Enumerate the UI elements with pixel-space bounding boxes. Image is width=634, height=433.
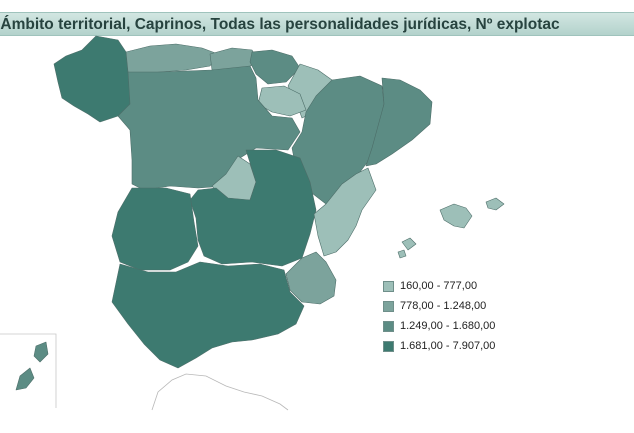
map-legend: 160,00 - 777,00 778,00 - 1.248,00 1.249,… — [383, 276, 495, 356]
canarias-inset-frame — [0, 333, 57, 408]
region-extremadura[interactable]: Extremadura — [111, 187, 199, 271]
legend-label: 160,00 - 777,00 — [400, 280, 478, 292]
region-asturias[interactable]: Asturias — [125, 43, 219, 75]
legend-item: 778,00 - 1.248,00 — [383, 296, 495, 316]
legend-item: 1.249,00 - 1.680,00 — [383, 316, 495, 336]
legend-label: 1.681,00 - 7.907,00 — [400, 340, 496, 352]
region-cataluna[interactable]: Cataluña — [365, 77, 433, 167]
legend-item: 1.681,00 - 7.907,00 — [383, 336, 495, 356]
region-valencia[interactable]: Comunitat Valenciana — [313, 167, 377, 257]
region-pais-vasco[interactable]: País Vasco — [249, 49, 301, 85]
region-castilla-la-mancha[interactable]: Castilla-La Mancha — [189, 149, 317, 267]
legend-item: 160,00 - 777,00 — [383, 276, 495, 296]
legend-swatch — [383, 280, 394, 292]
region-galicia[interactable]: Galicia — [53, 35, 133, 123]
map-title: io, Ámbito territorial, Caprinos, Todas … — [0, 16, 560, 33]
region-andalucia[interactable]: Andalucía — [111, 261, 305, 369]
legend-swatch — [383, 300, 394, 312]
legend-label: 1.249,00 - 1.680,00 — [400, 320, 496, 332]
legend-swatch — [383, 320, 394, 332]
legend-label: 778,00 - 1.248,00 — [400, 300, 487, 312]
title-bar: io, Ámbito territorial, Caprinos, Todas … — [0, 12, 634, 36]
region-baleares[interactable]: Illes Balears — [397, 197, 505, 259]
legend-swatch — [383, 340, 394, 352]
region-murcia[interactable]: Región de Murcia — [285, 251, 337, 305]
africa-coast-outline — [151, 373, 289, 411]
region-canarias[interactable]: Canarias — [15, 341, 49, 391]
